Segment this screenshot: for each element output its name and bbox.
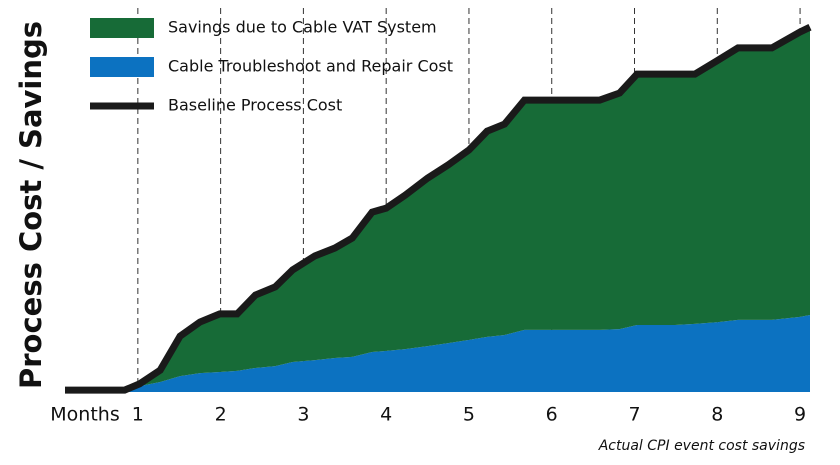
area	[65, 315, 810, 392]
x-tick-label: 9	[794, 404, 806, 426]
x-tick-label: 6	[546, 404, 558, 426]
x-tick-label: 7	[628, 404, 640, 426]
x-tick-label: 1	[132, 404, 144, 426]
legend-swatch	[90, 57, 154, 77]
legend-swatch	[90, 18, 154, 38]
line	[65, 24, 812, 394]
annotation: Actual CPI event cost savings	[598, 438, 805, 454]
x-tick-label: 5	[463, 404, 475, 426]
legend-label: Savings due to Cable VAT System	[168, 18, 437, 37]
x-axis-title: Months	[50, 404, 119, 426]
x-tick-label: 2	[215, 404, 227, 426]
x-tick-label: 8	[711, 404, 723, 426]
legend-label: Baseline Process Cost	[168, 96, 342, 115]
x-tick-label: 4	[380, 404, 392, 426]
x-tick-label: 3	[297, 404, 309, 426]
y-axis-title: Process Cost / Savings	[14, 21, 48, 389]
legend-label: Cable Troubleshoot and Repair Cost	[168, 57, 453, 76]
